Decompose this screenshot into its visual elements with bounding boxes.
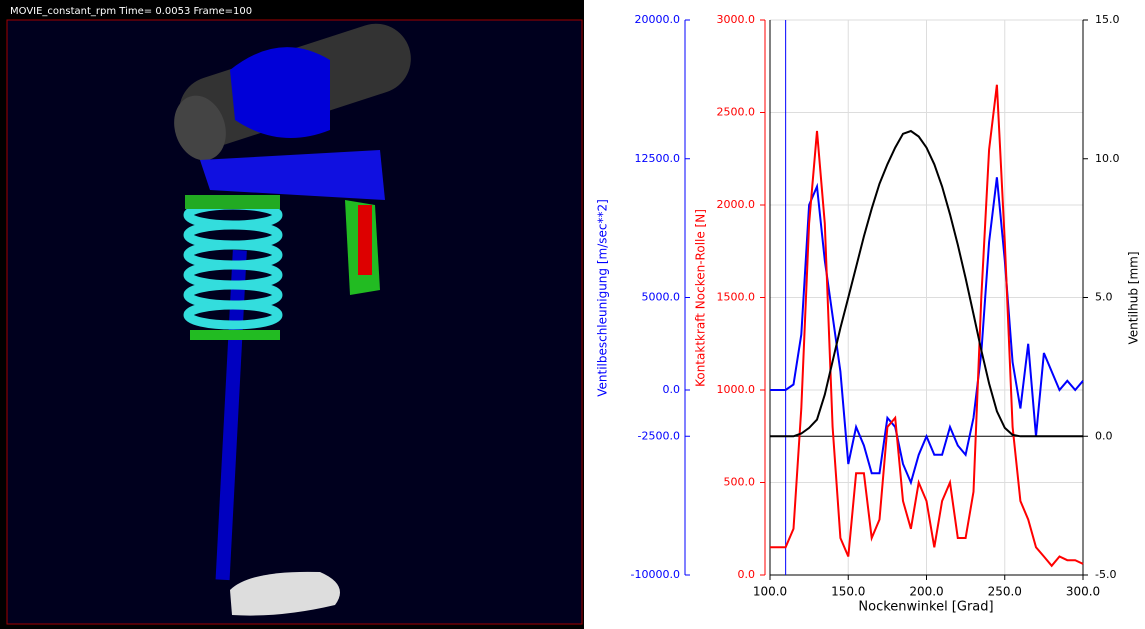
- y3-tick-label: 5000.0: [642, 291, 681, 304]
- y-tick-label: 2500.0: [717, 106, 756, 119]
- x-tick-label: 250.0: [988, 585, 1022, 599]
- y3-axis-label: Ventilbeschleunigung [m/sec**2]: [596, 199, 610, 397]
- y2-tick-label: 0.0: [1095, 429, 1113, 442]
- screen: MOVIE_constant_rpm Time= 0.0053 Frame=10…: [0, 0, 1145, 629]
- x-tick-label: 300.0: [1066, 585, 1100, 599]
- x-axis-label: Nockenwinkel [Grad]: [858, 600, 993, 615]
- y3-tick-label: 12500.0: [635, 152, 681, 165]
- y2-tick-label: -5.0: [1095, 568, 1116, 581]
- y-tick-label: 3000.0: [717, 13, 756, 26]
- app-window: MOVIE_constant_rpm Time= 0.0053 Frame=10…: [0, 0, 1145, 629]
- y3-tick-label: 0.0: [663, 383, 681, 396]
- viewport-title: MOVIE_constant_rpm Time= 0.0053 Frame=10…: [10, 6, 252, 17]
- y-tick-label: 1000.0: [717, 383, 756, 396]
- y-axis-label: Kontaktkraft Nocken-Rolle [N]: [694, 209, 708, 387]
- y-tick-label: 0.0: [738, 568, 756, 581]
- y2-axis-label: Ventilhub [mm]: [1127, 251, 1141, 344]
- y3-tick-label: -2500.0: [638, 429, 680, 442]
- y-tick-label: 1500.0: [717, 291, 756, 304]
- y-tick-label: 2000.0: [717, 198, 756, 211]
- y2-tick-label: 15.0: [1095, 13, 1120, 26]
- y-tick-label: 500.0: [724, 476, 756, 489]
- x-tick-label: 100.0: [753, 585, 787, 599]
- y2-tick-label: 10.0: [1095, 152, 1120, 165]
- y3-tick-label: 20000.0: [635, 13, 681, 26]
- x-tick-label: 200.0: [909, 585, 943, 599]
- y3-tick-label: -10000.0: [631, 568, 680, 581]
- x-tick-label: 150.0: [831, 585, 865, 599]
- y2-tick-label: 5.0: [1095, 291, 1113, 304]
